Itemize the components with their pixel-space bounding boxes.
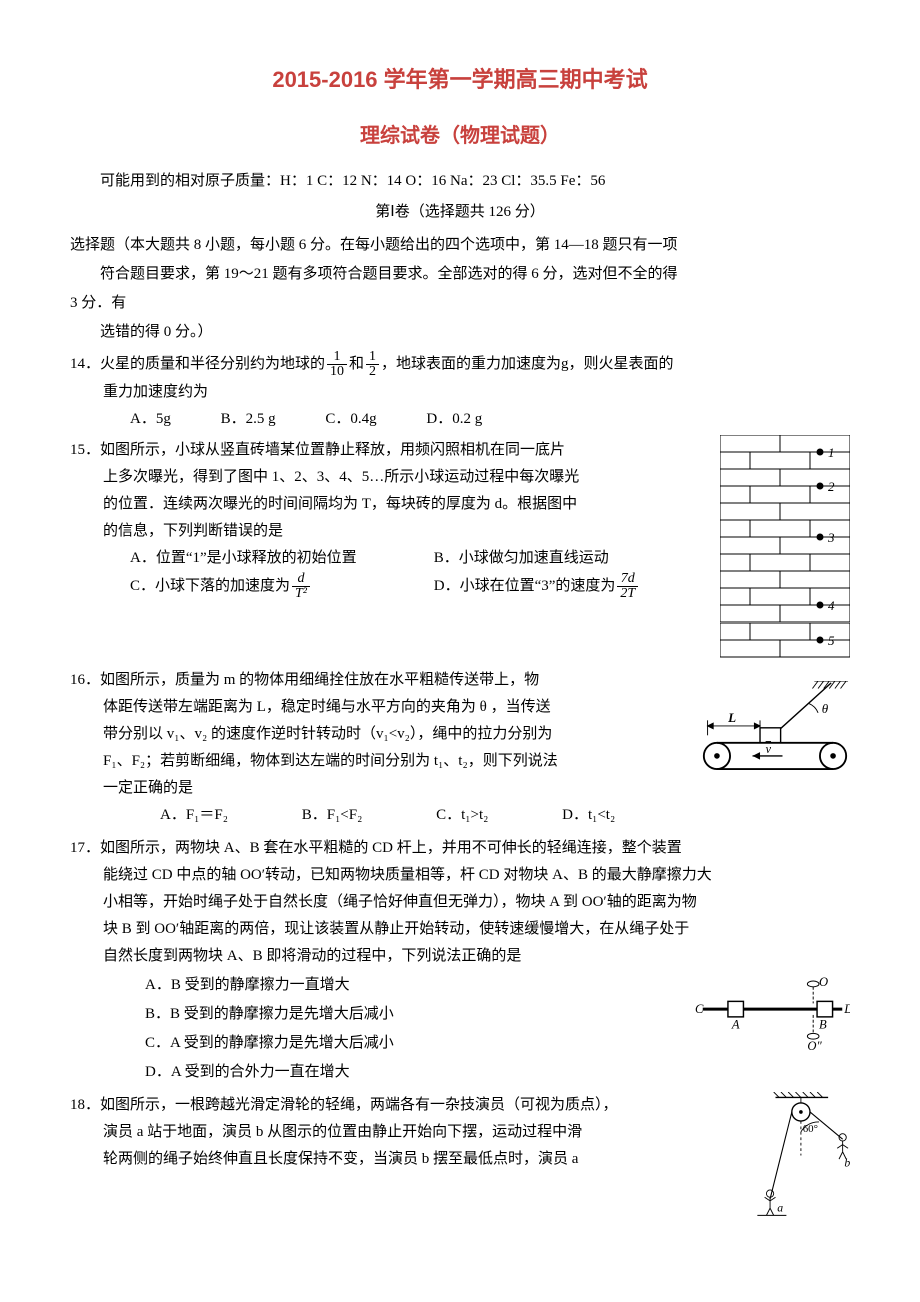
fig17-Oprime: O″ <box>807 1038 822 1051</box>
q15-opt-a: A．位置“1”是小球释放的初始位置 <box>130 545 430 572</box>
q16-l4: F₁、F₂；若剪断细绳，物体到达左端的时间分别为 t₁、t₂，则下列说法 <box>70 748 850 775</box>
fig17-C: C <box>695 1002 704 1016</box>
q16-options: A．F₁＝F₂ B．F₁<F₂ C．t₁>t₂ D．t₁<t₂ <box>70 802 850 829</box>
fig15-label-5: 5 <box>828 633 835 648</box>
q14-frac2-den: 2 <box>366 365 379 379</box>
q16-opt-c: C．t₁>t₂ <box>436 802 488 829</box>
q15-optd-frac: 7d2T <box>617 572 638 601</box>
q14-opt-b: B．2.5 g <box>221 406 276 433</box>
q15-optd-num: 7d <box>617 572 638 587</box>
q14-frac1-den: 10 <box>327 365 347 379</box>
q14-mid: 和 <box>349 356 364 372</box>
q18-l2: 演员 a 站于地面，演员 b 从图示的位置由静止开始向下摆，运动过程中滑 <box>70 1119 850 1146</box>
q16-l5: 一定正确的是 <box>70 775 850 802</box>
q17-number: 17． <box>70 840 100 856</box>
q17-l1: 如图所示，两物块 A、B 套在水平粗糙的 CD 杆上，并用不可伸长的轻绳连接，整… <box>100 840 682 856</box>
q16-opt-b: B．F₁<F₂ <box>302 802 363 829</box>
q14-frac1-num: 1 <box>327 350 347 365</box>
q18-l1: 如图所示，一根跨越光滑定滑轮的轻绳，两端各有一杂技演员（可视为质点）， <box>100 1097 618 1113</box>
q18-l3: 轮两侧的绳子始终伸直且长度保持不变，当演员 b 摆至最低点时，演员 a <box>70 1146 850 1173</box>
q14-frac2: 12 <box>366 350 379 379</box>
q15-l1: 如图所示，小球从竖直砖墙某位置静止释放，用频闪照相机在同一底片 <box>100 442 565 458</box>
q15-options: A．位置“1”是小球释放的初始位置 B．小球做匀加速直线运动 <box>70 545 850 572</box>
q17-opt-d: D．A 受到的合外力一直在增大 <box>145 1059 850 1086</box>
q16-l3: 带分别以 v₁、v₂ 的速度作逆时针转动时（v₁<v₂），绳中的拉力分别为 <box>70 721 850 748</box>
q16-number: 16． <box>70 672 100 688</box>
q15-opt-b: B．小球做匀加速直线运动 <box>434 550 609 566</box>
q17-l3: 小相等，开始时绳子处于自然长度（绳子恰好伸直但无弹力），物块 A 到 OO′轴的… <box>70 889 850 916</box>
q16-l2: 体距传送带左端距离为 L，稳定时绳与水平方向的夹角为 θ ，当传送 <box>70 694 850 721</box>
q15-optc-num: d <box>292 572 310 587</box>
exam-title-line2: 理综试卷（物理试题） <box>70 118 850 154</box>
instructions-line-3: 3 分．有 <box>70 290 850 317</box>
q15-opt-d: D．小球在位置“3”的速度为7d2T <box>434 578 640 594</box>
q14-opt-d: D．0.2 g <box>426 406 482 433</box>
section-label: 第Ⅰ卷（选择题共 126 分） <box>70 199 850 226</box>
figure-q17-rod: O C D A B O″ <box>695 974 850 1062</box>
q14-opt-a: A．5g <box>130 406 171 433</box>
q15-optc-pre: C．小球下落的加速度为 <box>130 578 290 594</box>
q15-options-2: C．小球下落的加速度为dT² D．小球在位置“3”的速度为7d2T <box>70 572 850 601</box>
question-18: 18．如图所示，一根跨越光滑定滑轮的轻绳，两端各有一杂技演员（可视为质点）， 演… <box>70 1092 850 1173</box>
q14-post: ，地球表面的重力加速度为g，则火星表面的 <box>381 356 674 372</box>
atomic-mass-line: 可能用到的相对原子质量：H：1 C：12 N：14 O：16 Na：23 Cl：… <box>70 168 850 195</box>
instructions-line-2: 符合题目要求，第 19～21 题有多项符合题目要求。全部选对的得 6 分，选对但… <box>70 261 850 288</box>
fig17-O: O <box>819 974 828 988</box>
q15-optd-pre: D．小球在位置“3”的速度为 <box>434 578 616 594</box>
q15-opt-c: C．小球下落的加速度为dT² <box>130 572 430 601</box>
fig17-A: A <box>731 1017 740 1031</box>
question-15: 15．如图所示，小球从竖直砖墙某位置静止释放，用频闪照相机在同一底片 上多次曝光… <box>70 437 850 601</box>
q17-l5: 自然长度到两物块 A、B 即将滑动的过程中，下列说法正确的是 <box>70 943 850 970</box>
question-17: 17．如图所示，两物块 A、B 套在水平粗糙的 CD 杆上，并用不可伸长的轻绳连… <box>70 835 850 1086</box>
q15-l2: 上多次曝光，得到了图中 1、2、3、4、5…所示小球运动过程中每次曝光 <box>70 464 850 491</box>
exam-title-line1: 2015-2016 学年第一学期高三期中考试 <box>70 60 850 100</box>
q14-options: A．5g B．2.5 g C．0.4g D．0.2 g <box>70 406 850 433</box>
q16-opt-a: A．F₁＝F₂ <box>160 802 228 829</box>
q14-frac2-num: 1 <box>366 350 379 365</box>
q14-text-pre: 火星的质量和半径分别约为地球的 <box>100 356 325 372</box>
q15-optc-frac: dT² <box>292 572 310 601</box>
q14-number: 14． <box>70 356 100 372</box>
q15-optc-den: T² <box>292 587 310 601</box>
q17-l2: 能绕过 CD 中点的轴 OO′转动，已知两物块质量相等，杆 CD 对物块 A、B… <box>70 862 850 889</box>
fig18-a: a <box>777 1200 783 1214</box>
question-14: 14．火星的质量和半径分别约为地球的110和12，地球表面的重力加速度为g，则火… <box>70 350 850 433</box>
q17-l4: 块 B 到 OO′轴距离的两倍，现让该装置从静止开始转动，使转速缓慢增大，在从绳… <box>70 916 850 943</box>
q15-l3: 的位置．连续两次曝光的时间间隔均为 T，每块砖的厚度为 d。根据图中 <box>70 491 850 518</box>
q18-number: 18． <box>70 1097 100 1113</box>
instructions-line-1: 选择题（本大题共 8 小题，每小题 6 分。在每小题给出的四个选项中，第 14—… <box>70 232 850 259</box>
q16-l1: 如图所示，质量为 m 的物体用细绳拴住放在水平粗糙传送带上，物 <box>100 672 539 688</box>
fig17-D: D <box>843 1002 850 1016</box>
fig17-B: B <box>819 1017 827 1031</box>
q15-optd-den: 2T <box>617 587 638 601</box>
q14-opt-c: C．0.4g <box>325 406 376 433</box>
q16-opt-d: D．t₁<t₂ <box>562 802 615 829</box>
question-16: 16．如图所示，质量为 m 的物体用细绳拴住放在水平粗糙传送带上，物 体距传送带… <box>70 667 850 829</box>
q15-l4: 的信息，下列判断错误的是 <box>70 518 850 545</box>
q15-number: 15． <box>70 442 100 458</box>
q14-frac1: 110 <box>327 350 347 379</box>
q14-line2: 重力加速度约为 <box>70 379 850 406</box>
instructions-line-4: 选错的得 0 分。） <box>70 319 850 346</box>
